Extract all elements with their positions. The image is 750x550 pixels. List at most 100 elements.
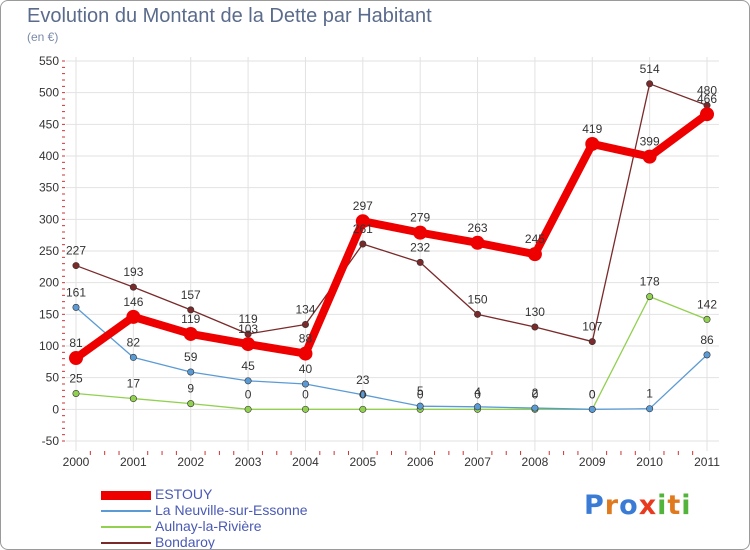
data-label: 5: [417, 384, 424, 398]
data-label: 134: [295, 302, 315, 316]
data-label: 232: [410, 240, 430, 254]
y-tick-label: 200: [39, 276, 59, 290]
data-label: 419: [582, 122, 602, 136]
data-label: 279: [410, 211, 430, 225]
data-point: [359, 391, 367, 399]
data-label: 119: [239, 312, 258, 326]
y-tick-label: 400: [39, 149, 59, 163]
data-label: 2: [532, 386, 539, 400]
y-tick-label: 550: [39, 54, 59, 68]
data-label: 0: [532, 387, 539, 401]
data-label: 399: [640, 135, 660, 149]
x-tick-label: 2001: [120, 455, 147, 469]
data-label: 0: [589, 387, 596, 401]
data-point: [413, 225, 428, 240]
legend-label: Bondaroy: [155, 534, 215, 550]
y-tick-label: 150: [39, 307, 59, 321]
data-label: 0: [589, 387, 596, 401]
data-point: [416, 402, 424, 410]
legend-swatch: [101, 491, 151, 500]
legend-label: La Neuville-sur-Essonne: [155, 502, 308, 518]
data-point: [183, 326, 198, 341]
data-point: [244, 377, 252, 385]
data-label: 480: [697, 83, 717, 97]
y-tick-label: 500: [39, 86, 59, 100]
data-label: 86: [700, 333, 714, 347]
data-point: [359, 240, 367, 248]
data-label: 4: [474, 385, 481, 399]
data-point: [301, 320, 309, 328]
y-tick-label: -50: [42, 434, 60, 448]
data-point: [187, 368, 195, 376]
data-label: 9: [187, 382, 194, 396]
data-point: [531, 404, 539, 412]
data-point: [301, 380, 309, 388]
data-label: 142: [697, 297, 717, 311]
data-label: 59: [184, 350, 198, 364]
data-point: [187, 306, 195, 314]
data-label: 130: [525, 305, 545, 319]
data-point: [470, 235, 485, 250]
x-tick-label: 2003: [235, 455, 262, 469]
data-label: 514: [640, 62, 660, 76]
data-point: [129, 395, 137, 403]
y-tick-label: 350: [39, 181, 59, 195]
x-tick-label: 2005: [349, 455, 376, 469]
series-line: [72, 110, 711, 363]
data-point: [585, 136, 600, 151]
x-tick-label: 2004: [292, 455, 319, 469]
data-label: 88: [299, 332, 313, 346]
data-point: [359, 405, 367, 413]
data-label: 157: [181, 288, 201, 302]
data-label: 161: [66, 285, 86, 299]
data-point: [416, 258, 424, 266]
x-tick-label: 2008: [522, 455, 549, 469]
series-line: [75, 295, 708, 410]
data-point: [187, 400, 195, 408]
data-label: 103: [238, 322, 258, 336]
data-point: [244, 405, 252, 413]
x-tick-label: 2000: [63, 455, 90, 469]
data-label: 82: [127, 335, 141, 349]
data-point: [301, 405, 309, 413]
legend-swatch: [101, 510, 151, 512]
data-label: 227: [66, 244, 86, 258]
chart-title: Evolution du Montant de la Dette par Hab…: [27, 5, 432, 27]
data-point: [72, 303, 80, 311]
chart-subtitle: (en €): [27, 30, 59, 44]
data-point: [474, 310, 482, 318]
data-point: [531, 323, 539, 331]
data-point: [642, 149, 657, 164]
data-label: 0: [417, 387, 424, 401]
data-label: 107: [582, 320, 602, 334]
data-point: [527, 247, 542, 262]
series-line: [75, 306, 708, 410]
data-label: 261: [353, 222, 373, 236]
data-label: 245: [525, 232, 545, 246]
proxiti-logo: Proxiti: [584, 490, 692, 521]
x-tick-label: 2009: [579, 455, 606, 469]
data-point: [129, 353, 137, 361]
series-line: [75, 83, 708, 343]
data-label: 45: [241, 359, 255, 373]
data-label: 0: [302, 387, 309, 401]
data-point: [72, 262, 80, 270]
data-point: [129, 283, 137, 291]
data-label: 146: [123, 295, 143, 309]
x-tick-label: 2002: [177, 455, 204, 469]
y-tick-label: 0: [52, 402, 59, 416]
data-label: 0: [359, 387, 366, 401]
data-label: 263: [468, 221, 488, 235]
x-tick-label: 2011: [694, 455, 720, 469]
data-point: [72, 389, 80, 397]
data-point: [700, 107, 714, 122]
data-point: [355, 214, 370, 229]
data-point: [646, 80, 654, 88]
legend-swatch: [101, 542, 151, 544]
data-point: [588, 405, 596, 413]
data-label: 0: [474, 387, 481, 401]
legend-label: ESTOUY: [155, 486, 213, 502]
data-point: [126, 309, 141, 324]
